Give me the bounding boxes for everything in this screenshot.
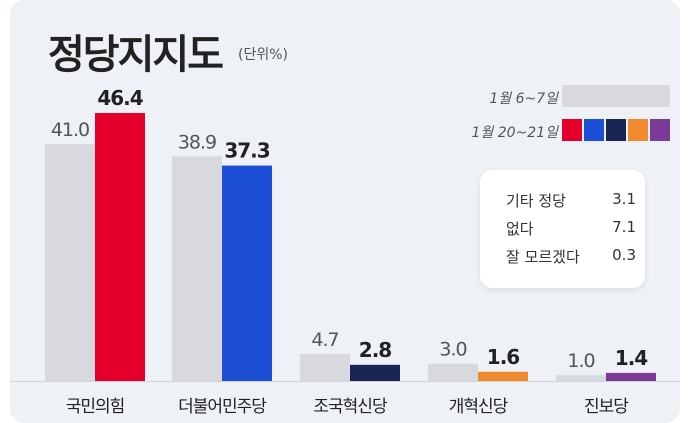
bar-old [172,156,222,381]
bar-new [350,364,400,381]
note-label: 없다 [506,220,534,238]
note-row: 기타 정당 3.1 [506,190,636,211]
bar-chart: 41.0 46.4 국민의힘 38.9 37.3 더불어민주당 4.7 2.8 조국혁신당 3.0… [10,86,680,417]
data-label-old: 38.9 [178,131,216,153]
note-value: 7.1 [612,218,636,236]
bar-new [222,165,272,381]
legend-swatch-new-4 [650,119,670,141]
note-row: 없다 7.1 [506,218,636,239]
legend-swatch-new-0 [562,119,582,141]
unit-label: (단위%) [238,47,288,63]
note-label: 기타 정당 [506,192,566,210]
data-label-new: 1.4 [615,346,648,370]
data-label-old: 4.7 [311,329,338,351]
data-label-new: 37.3 [224,139,269,163]
legend-label-old: 1월 6~7일 [489,91,558,107]
data-label-old: 41.0 [51,119,89,141]
data-label-new: 1.6 [487,345,520,369]
note-value: 0.3 [612,246,636,264]
data-label-new: 2.8 [359,338,392,362]
bar-new [606,372,656,381]
bar-old [45,144,95,381]
note-value: 3.1 [612,190,636,208]
chart-card: 정당지지도 (단위%) 1월 6~7일 1월 20~21일 기타 정당 3.1 … [10,0,680,423]
legend-swatch-old [562,85,670,107]
data-label-old: 3.0 [439,339,466,361]
category-label: 더불어민주당 [178,397,267,417]
category-label: 조국혁신당 [313,397,388,417]
category-label: 진보당 [584,397,629,417]
bar-new [95,113,145,381]
bar-new [478,371,528,381]
bar-old [428,363,478,381]
note-label: 잘 모르겠다 [506,248,580,266]
note-row: 잘 모르겠다 0.3 [506,246,636,267]
bar-old [300,353,350,381]
category-label: 국민의힘 [66,397,125,417]
bar-old [556,375,606,381]
chart-title: 정당지지도 [48,32,224,78]
legend-swatch-new-3 [628,119,648,141]
data-label-new: 46.4 [97,86,142,110]
legend-swatch-new-2 [606,119,626,141]
other-responses-box: 기타 정당 3.1 없다 7.1 잘 모르겠다 0.3 [480,170,645,288]
category-label: 개혁신당 [449,397,509,417]
legend-swatch-new-1 [584,119,604,141]
legend-label-new: 1월 20~21일 [471,125,558,141]
data-label-old: 1.0 [567,350,594,372]
